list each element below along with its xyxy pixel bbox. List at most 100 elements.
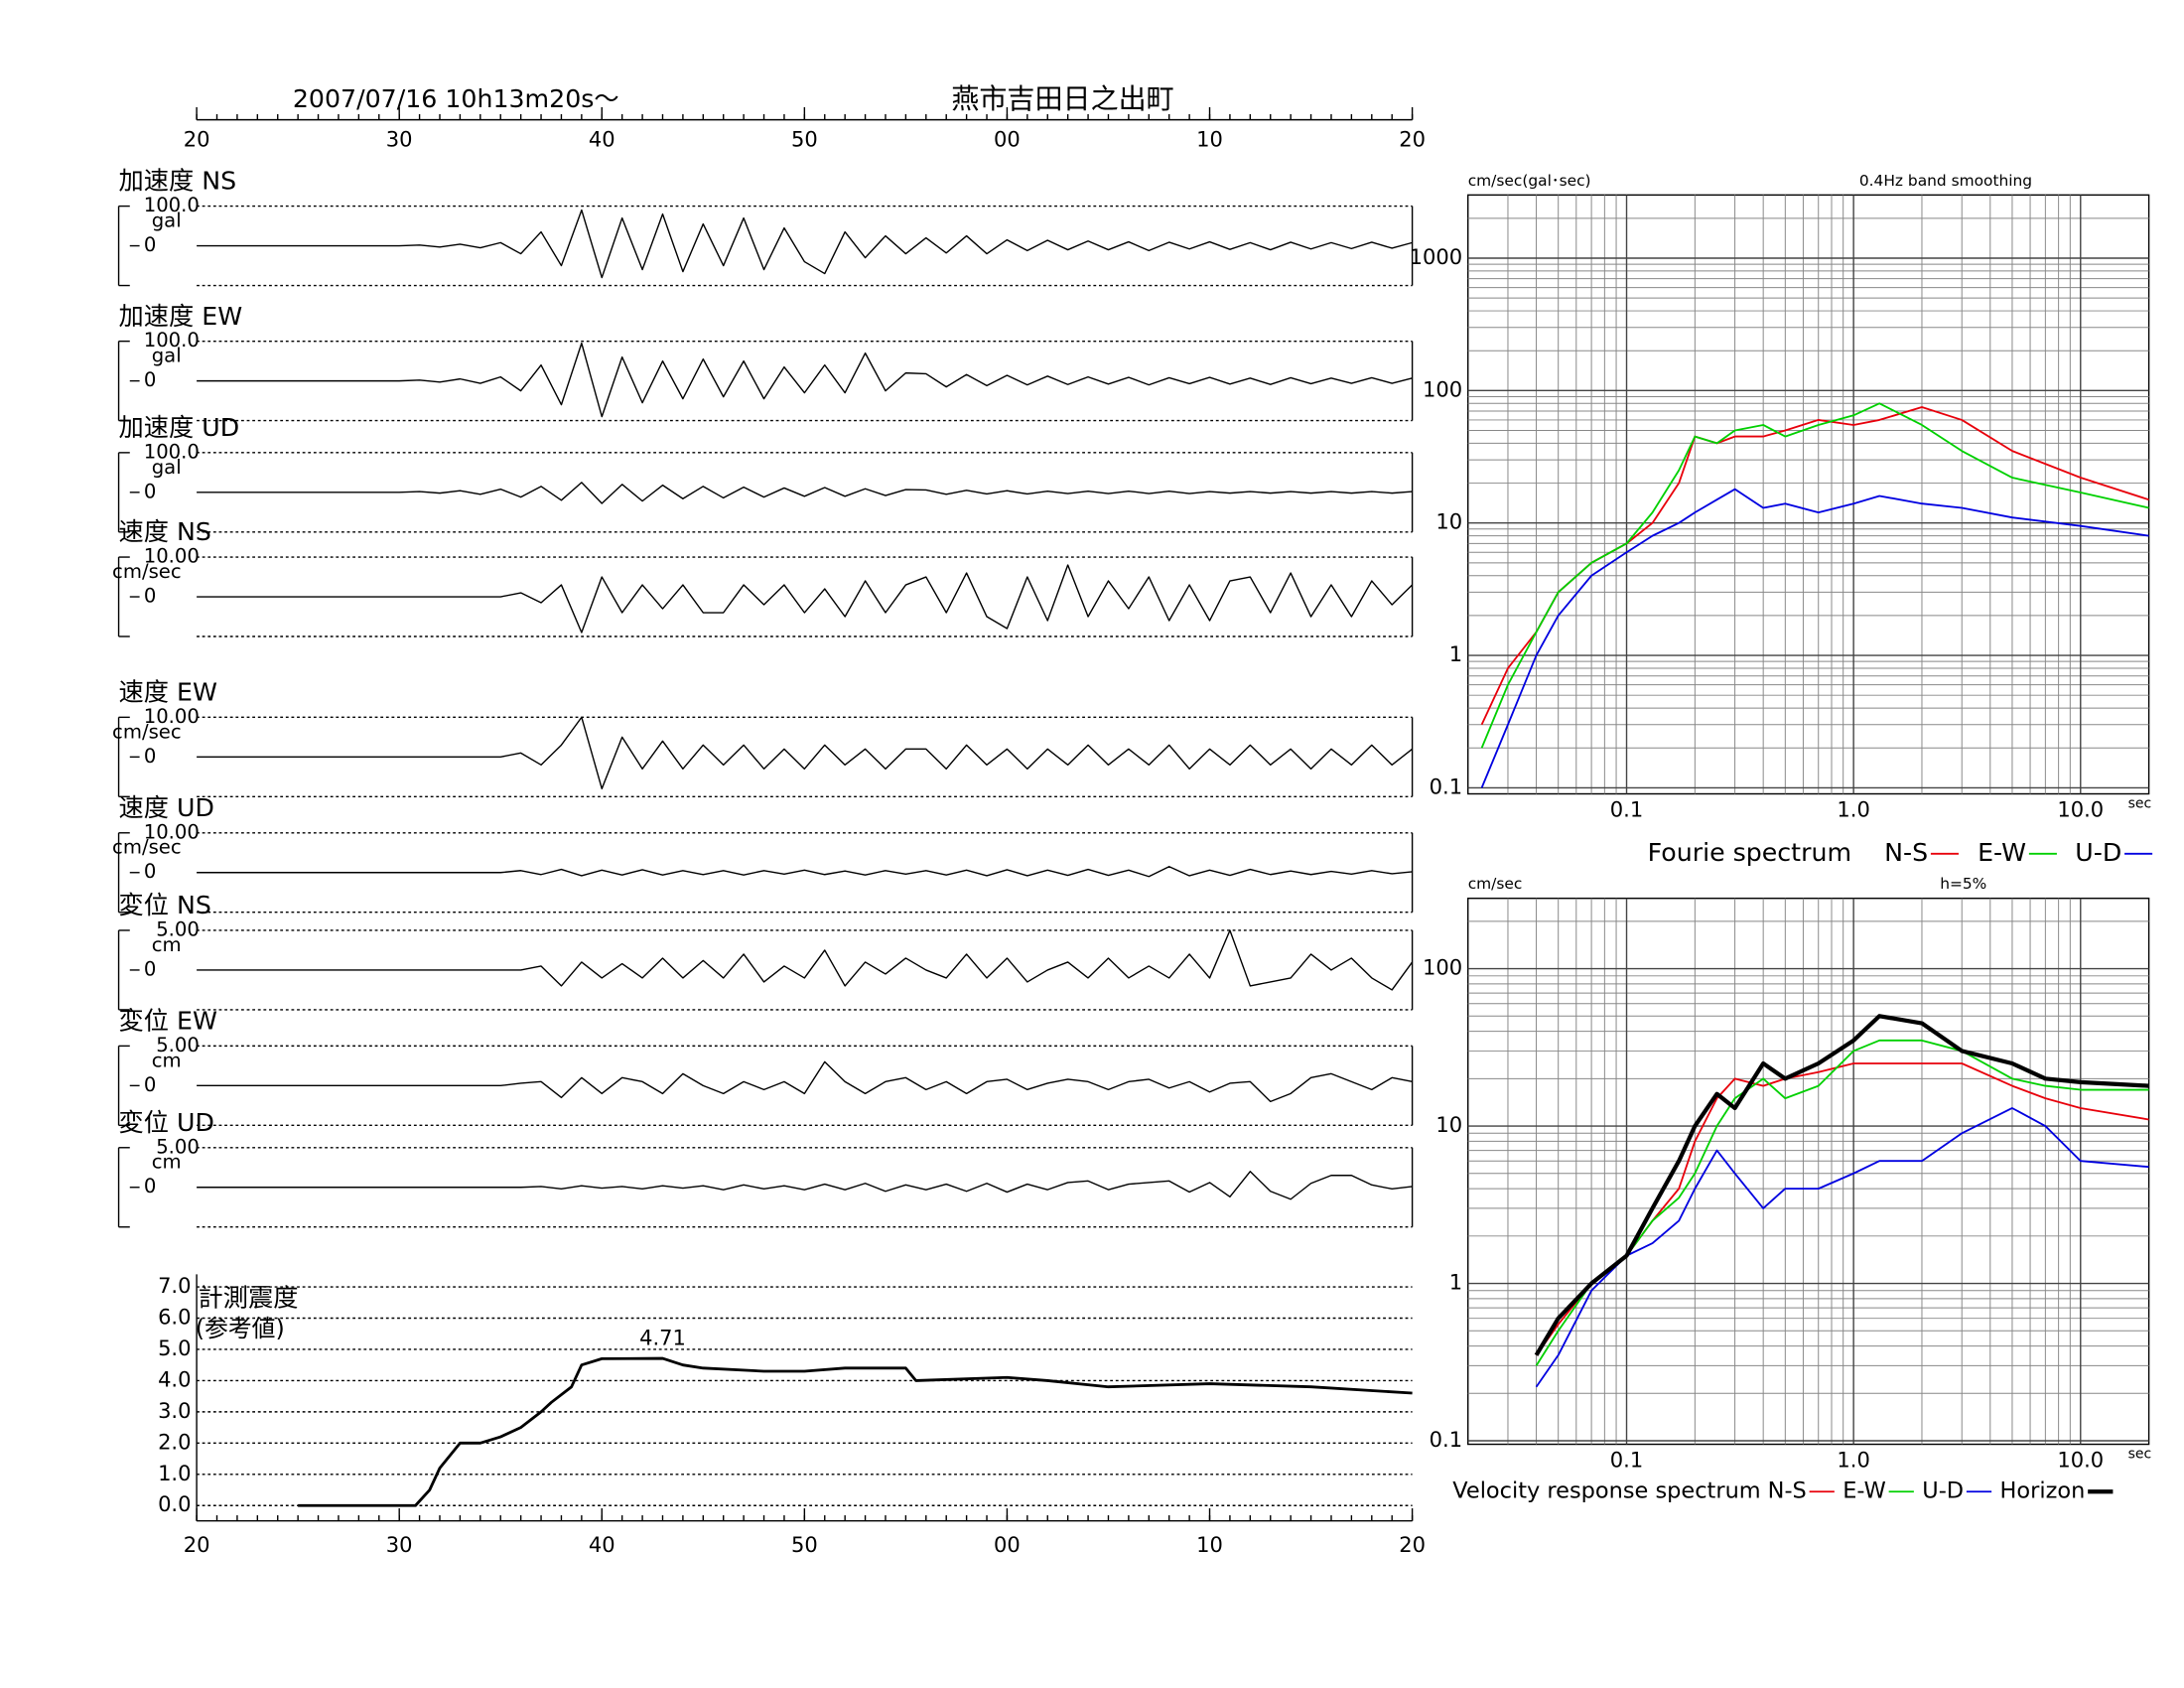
x-tick-label: 0.1 xyxy=(1610,796,1643,821)
trace-label: 変位 EW xyxy=(119,1007,217,1036)
y-tick-label: 10.00 xyxy=(144,820,200,843)
legend-label: U-D xyxy=(1922,1478,1964,1504)
x-tick-label: 10 xyxy=(1196,127,1223,152)
trace-label: 変位 UD xyxy=(119,1108,214,1137)
x-tick-label: 20 xyxy=(1399,1532,1426,1557)
y-tick-label: 6.0 xyxy=(158,1304,191,1329)
y-tick-label: 0.1 xyxy=(1430,774,1462,798)
waveform-trace xyxy=(197,209,1413,279)
unit-label: cm/sec xyxy=(112,720,182,743)
y-tick-label: 2.0 xyxy=(158,1429,191,1454)
y-tick-label: 0 xyxy=(144,368,157,391)
spectrum-line xyxy=(1534,1014,2149,1356)
x-tick-label: 40 xyxy=(589,127,615,152)
date-title: 2007/07/16 10h13m20s～ xyxy=(293,84,619,113)
waveform-trace xyxy=(197,482,1413,504)
spectrum-line xyxy=(1480,406,2149,726)
x-tick-label: 30 xyxy=(386,1532,413,1557)
station-title: 燕市吉田日之出町 xyxy=(951,82,1173,115)
y-tick-label: 5.00 xyxy=(156,1034,200,1056)
y-tick-label: 7.0 xyxy=(158,1273,191,1298)
waveform-trace xyxy=(197,564,1414,633)
y-tick-label: 100 xyxy=(1423,376,1462,401)
trace-label: 速度 NS xyxy=(119,517,211,546)
trace-label: 速度 UD xyxy=(119,793,214,822)
legend-label: Horizon xyxy=(2000,1478,2086,1504)
legend-label: N-S xyxy=(1884,838,1928,867)
y-tick-label: 0 xyxy=(144,233,157,256)
y-axis-label: cm/sec(gal･sec) xyxy=(1468,172,1591,190)
x-tick-label: 30 xyxy=(386,127,413,152)
y-tick-label: 100.0 xyxy=(144,329,200,352)
y-tick-label: 0 xyxy=(144,585,157,608)
y-tick-label: 0.0 xyxy=(158,1491,191,1516)
plot-note: 0.4Hz band smoothing xyxy=(1859,172,2032,190)
y-tick-label: 0 xyxy=(144,745,157,768)
legend-label: E-W xyxy=(1978,838,2026,867)
spectrum-line xyxy=(1535,1039,2149,1366)
y-tick-label: 10 xyxy=(1435,1112,1462,1137)
y-tick-label: 0.1 xyxy=(1430,1427,1462,1452)
x-tick-label: 50 xyxy=(791,1532,818,1557)
y-tick-label: 3.0 xyxy=(158,1398,191,1423)
y-tick-label: 5.0 xyxy=(158,1336,191,1360)
intensity-title: 計測震度 xyxy=(199,1284,299,1313)
spectrum-line xyxy=(1535,1107,2149,1388)
unit-label: gal xyxy=(152,210,182,232)
y-tick-label: 0 xyxy=(144,860,157,883)
unit-label: gal xyxy=(152,345,182,367)
waveform-trace xyxy=(197,1171,1413,1200)
plot-frame xyxy=(1467,898,2150,1446)
legend-title: Fourie spectrum xyxy=(1648,838,1851,867)
trace-label: 変位 NS xyxy=(119,891,211,919)
y-tick-label: 10 xyxy=(1435,509,1462,534)
plot-frame xyxy=(1467,194,2150,795)
x-tick-label: 20 xyxy=(1399,127,1426,152)
legend-label: E-W xyxy=(1843,1478,1886,1504)
intensity-line xyxy=(298,1356,1413,1507)
unit-label: gal xyxy=(152,456,182,479)
x-axis-label: sec xyxy=(2128,795,2152,811)
y-tick-label: 0 xyxy=(144,1175,157,1197)
waveform-trace xyxy=(197,1060,1413,1103)
y-tick-label: 10.00 xyxy=(144,545,200,568)
y-tick-label: 1 xyxy=(1449,1270,1462,1295)
intensity-subtitle: (参考値) xyxy=(196,1315,285,1342)
x-tick-label: 1.0 xyxy=(1837,796,1869,821)
legend-title: Velocity response spectrum xyxy=(1452,1478,1760,1504)
trace-label: 速度 EW xyxy=(119,678,217,707)
legend-label: N-S xyxy=(1768,1478,1807,1504)
y-tick-label: 1000 xyxy=(1410,244,1462,269)
y-tick-label: 100.0 xyxy=(144,194,200,216)
y-tick-label: 0 xyxy=(144,480,157,502)
unit-label: cm/sec xyxy=(112,836,182,859)
x-tick-label: 0.1 xyxy=(1610,1447,1643,1472)
waveform-trace xyxy=(197,342,1413,418)
y-tick-label: 10.00 xyxy=(144,705,200,728)
waveform-trace xyxy=(197,929,1414,991)
y-tick-label: 5.00 xyxy=(156,917,200,940)
unit-label: cm xyxy=(152,1049,182,1071)
y-tick-label: 0 xyxy=(144,1073,157,1096)
x-tick-label: 00 xyxy=(994,127,1021,152)
x-tick-label: 00 xyxy=(994,1532,1021,1557)
waveform-trace xyxy=(197,866,1413,878)
peak-annotation: 4.71 xyxy=(639,1325,686,1349)
x-tick-label: 1.0 xyxy=(1837,1447,1869,1472)
y-tick-label: 100.0 xyxy=(144,440,200,463)
x-tick-label: 20 xyxy=(184,127,210,152)
x-tick-label: 40 xyxy=(589,1532,615,1557)
y-tick-label: 4.0 xyxy=(158,1366,191,1391)
x-tick-label: 10 xyxy=(1196,1532,1223,1557)
unit-label: cm xyxy=(152,933,182,956)
spectrum-line xyxy=(1535,1062,2149,1356)
y-tick-label: 1 xyxy=(1449,641,1462,666)
trace-label: 加速度 NS xyxy=(119,167,237,196)
unit-label: cm xyxy=(152,1151,182,1174)
y-tick-label: 1.0 xyxy=(158,1461,191,1485)
spectrum-line xyxy=(1480,402,2149,749)
x-tick-label: 50 xyxy=(791,127,818,152)
spectrum-line xyxy=(1480,488,2149,788)
